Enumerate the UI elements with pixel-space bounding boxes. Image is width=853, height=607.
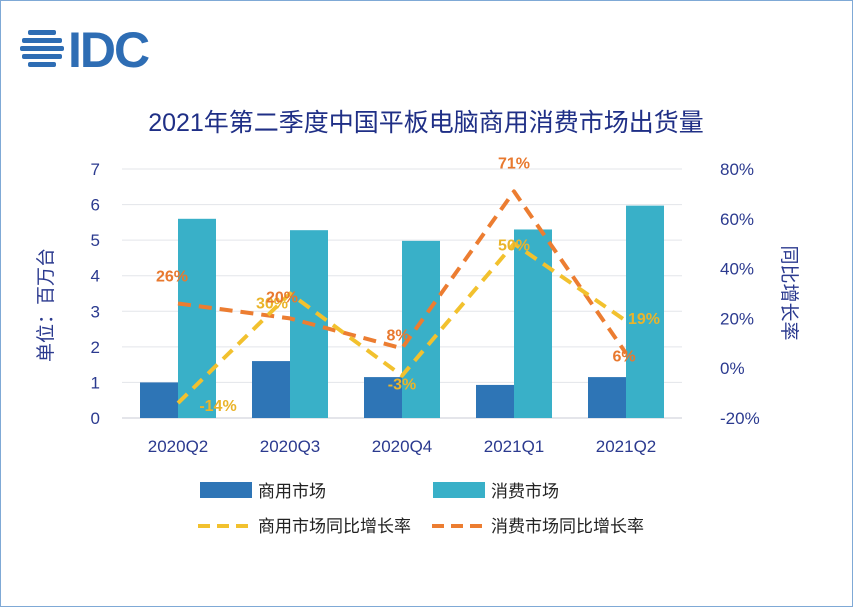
y-tick-label: 2 — [91, 338, 100, 357]
legend-swatch-commercial — [200, 482, 252, 498]
idc-logo: IDC — [20, 22, 151, 78]
y-axis-title: 单位：百万台 — [35, 248, 57, 362]
y2-tick-label: 20% — [720, 309, 754, 328]
bar-consumer — [514, 229, 552, 418]
logo-text: IDC — [68, 22, 149, 78]
x-tick-label: 2020Q3 — [260, 437, 321, 456]
legend-item-consumer-growth: 消费市场同比增长率 — [432, 517, 644, 536]
x-tick-label: 2020Q4 — [372, 437, 433, 456]
x-tick-label: 2021Q1 — [484, 437, 545, 456]
bar-commercial — [588, 377, 626, 418]
y-axis-ticks: 0 1 2 3 4 5 6 7 — [91, 160, 100, 428]
bar-consumer — [626, 205, 664, 418]
legend-item-consumer: 消费市场 — [433, 482, 559, 501]
legend-label-consumer: 消费市场 — [491, 482, 559, 501]
y-tick-label: 4 — [91, 267, 100, 286]
data-label-consumer-growth: 6% — [612, 348, 635, 365]
data-label-commercial-growth: 50% — [498, 238, 530, 255]
data-label-consumer-growth: 71% — [498, 155, 530, 172]
y-tick-label: 6 — [91, 196, 100, 215]
legend-label-commercial: 商用市场 — [258, 482, 326, 501]
chart-title: 2021年第二季度中国平板电脑商用消费市场出货量 — [148, 109, 704, 137]
bar-commercial — [476, 384, 514, 418]
legend-swatch-consumer — [433, 482, 485, 498]
y2-tick-label: 80% — [720, 160, 754, 179]
y-tick-label: 3 — [91, 302, 100, 321]
y2-tick-label: -20% — [720, 409, 760, 428]
data-label-consumer-growth: 26% — [156, 268, 188, 285]
data-label-commercial-growth: -14% — [199, 398, 236, 415]
x-axis-ticks: 2020Q2 2020Q3 2020Q4 2021Q1 2021Q2 — [148, 437, 657, 456]
line-series — [176, 189, 628, 405]
y-tick-label: 7 — [91, 160, 100, 179]
y-tick-label: 1 — [91, 373, 100, 392]
x-tick-label: 2020Q2 — [148, 437, 209, 456]
legend-item-commercial-growth: 商用市场同比增长率 — [198, 517, 411, 536]
x-tick-label: 2021Q2 — [596, 437, 657, 456]
data-label-consumer-growth: 20% — [266, 289, 298, 306]
data-label-commercial-growth: 30% — [256, 296, 288, 313]
y-tick-label: 0 — [91, 409, 100, 428]
bar-series — [140, 205, 664, 418]
bar-commercial — [140, 382, 178, 418]
data-label-commercial-growth: -3% — [388, 377, 416, 394]
data-label-consumer-growth: 8% — [386, 327, 409, 344]
bar-commercial — [252, 361, 290, 418]
y2-axis-title: 同比增长率 — [778, 245, 800, 340]
line-commercial-growth — [176, 241, 628, 405]
bar-commercial — [364, 377, 402, 418]
y2-tick-label: 60% — [720, 210, 754, 229]
legend-label-consumer-growth: 消费市场同比增长率 — [491, 517, 644, 536]
y2-tick-label: 40% — [720, 260, 754, 279]
legend-item-commercial: 商用市场 — [200, 482, 326, 501]
data-labels: -14% 30% -3% 50% 19% 26% 20% 8% 71% 6% — [156, 155, 660, 415]
bar-consumer — [402, 240, 440, 418]
data-label-commercial-growth: 19% — [628, 311, 660, 328]
legend: 商用市场 消费市场 商用市场同比增长率 消费市场同比增长率 — [198, 482, 644, 536]
y2-tick-label: 0% — [720, 359, 745, 378]
globe-icon — [20, 30, 64, 67]
line-consumer-growth — [177, 189, 628, 355]
legend-label-commercial-growth: 商用市场同比增长率 — [258, 517, 411, 536]
y2-axis-ticks: -20% 0% 20% 40% 60% 80% — [720, 160, 760, 428]
y-tick-label: 5 — [91, 231, 100, 250]
bar-consumer — [178, 218, 216, 418]
